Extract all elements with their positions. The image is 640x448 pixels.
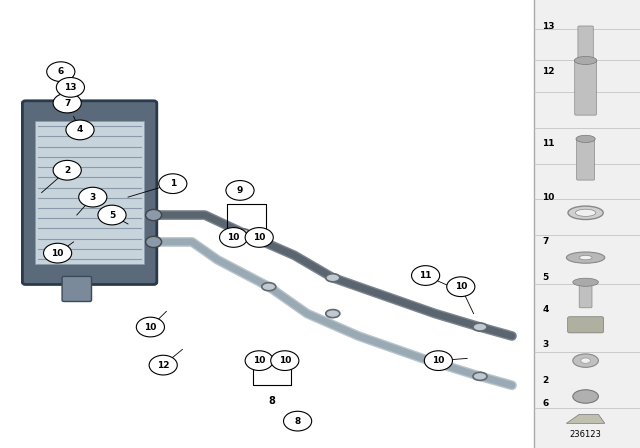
Circle shape [424, 351, 452, 370]
Circle shape [245, 351, 273, 370]
Text: 11: 11 [542, 139, 555, 148]
Ellipse shape [579, 255, 592, 260]
Text: 10: 10 [253, 356, 266, 365]
Text: 5: 5 [109, 211, 115, 220]
Ellipse shape [473, 372, 487, 380]
Circle shape [284, 411, 312, 431]
Circle shape [136, 317, 164, 337]
FancyBboxPatch shape [568, 317, 604, 333]
Text: 12: 12 [157, 361, 170, 370]
Polygon shape [566, 414, 605, 423]
Text: 4: 4 [542, 305, 548, 314]
Ellipse shape [326, 310, 340, 318]
Text: 7: 7 [64, 99, 70, 108]
Circle shape [98, 205, 126, 225]
Circle shape [271, 351, 299, 370]
Circle shape [149, 355, 177, 375]
Text: 13: 13 [64, 83, 77, 92]
Circle shape [412, 266, 440, 285]
Text: 2: 2 [542, 376, 548, 385]
Text: 12: 12 [542, 67, 555, 76]
Circle shape [53, 160, 81, 180]
Circle shape [79, 187, 107, 207]
FancyBboxPatch shape [22, 101, 157, 284]
Text: 13: 13 [542, 22, 555, 31]
Ellipse shape [326, 274, 340, 282]
Text: 10: 10 [542, 193, 554, 202]
FancyBboxPatch shape [575, 60, 596, 115]
Text: 8: 8 [269, 396, 275, 406]
Ellipse shape [473, 323, 487, 331]
Text: 236123: 236123 [570, 430, 602, 439]
Ellipse shape [262, 283, 276, 291]
Text: 11: 11 [419, 271, 432, 280]
Ellipse shape [575, 209, 596, 216]
Ellipse shape [568, 206, 603, 220]
Circle shape [56, 78, 84, 97]
Circle shape [44, 243, 72, 263]
Ellipse shape [573, 278, 598, 286]
Text: 3: 3 [542, 340, 548, 349]
Circle shape [447, 277, 475, 297]
Ellipse shape [146, 210, 162, 221]
Circle shape [47, 62, 75, 82]
Text: 6: 6 [58, 67, 64, 76]
Text: 1: 1 [170, 179, 176, 188]
Circle shape [66, 120, 94, 140]
FancyBboxPatch shape [62, 276, 92, 302]
FancyBboxPatch shape [534, 0, 640, 448]
Ellipse shape [146, 237, 162, 247]
Text: 10: 10 [432, 356, 445, 365]
Text: 10: 10 [454, 282, 467, 291]
Circle shape [245, 228, 273, 247]
Text: 9: 9 [243, 187, 250, 197]
Ellipse shape [581, 358, 590, 363]
Circle shape [220, 228, 248, 247]
Text: 7: 7 [542, 237, 548, 246]
FancyBboxPatch shape [578, 26, 593, 59]
FancyBboxPatch shape [577, 138, 595, 180]
Text: 5: 5 [542, 273, 548, 282]
Ellipse shape [574, 56, 596, 65]
Ellipse shape [573, 354, 598, 367]
Circle shape [226, 181, 254, 200]
Text: 8: 8 [294, 417, 301, 426]
Text: 10: 10 [144, 323, 157, 332]
FancyBboxPatch shape [35, 121, 144, 264]
Text: 10: 10 [227, 233, 240, 242]
Circle shape [159, 174, 187, 194]
Text: 6: 6 [542, 399, 548, 408]
Ellipse shape [566, 252, 605, 263]
FancyBboxPatch shape [579, 281, 592, 308]
Text: 4: 4 [77, 125, 83, 134]
Text: 9: 9 [237, 186, 243, 195]
Ellipse shape [573, 390, 598, 403]
Text: 2: 2 [64, 166, 70, 175]
Text: 3: 3 [90, 193, 96, 202]
Text: 10: 10 [278, 356, 291, 365]
Circle shape [53, 93, 81, 113]
Ellipse shape [236, 229, 250, 237]
Ellipse shape [576, 135, 595, 142]
Text: 10: 10 [51, 249, 64, 258]
Text: 10: 10 [253, 233, 266, 242]
